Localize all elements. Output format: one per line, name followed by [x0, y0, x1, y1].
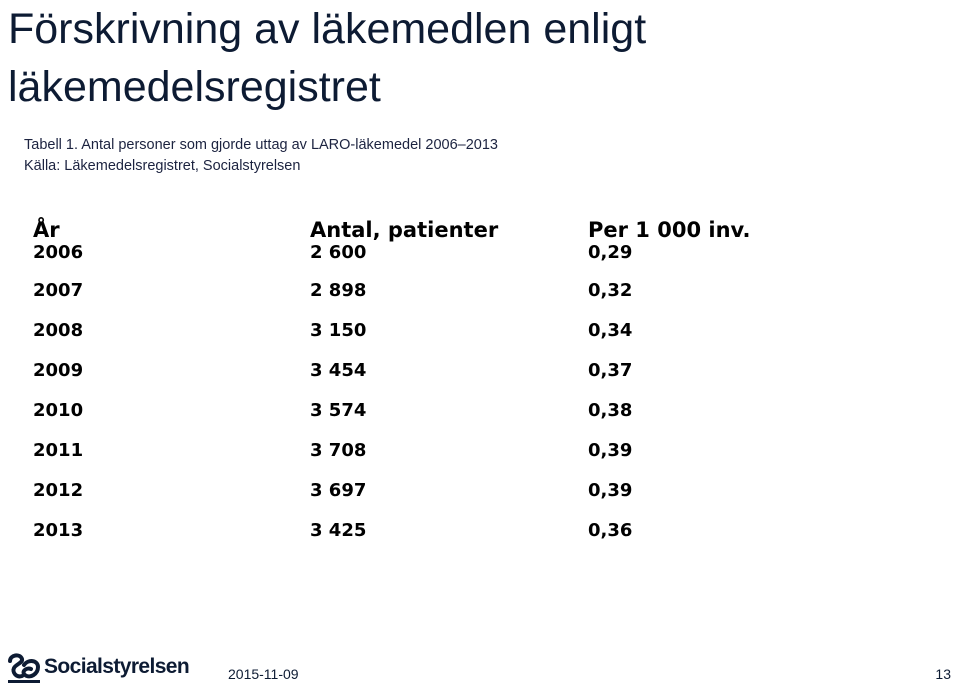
footer-date: 2015-11-09 — [228, 666, 299, 682]
socialstyrelsen-emblem-icon — [6, 651, 42, 683]
table-row: 2008 3 150 0,34 — [33, 318, 788, 358]
cell-patients: 2 898 — [310, 280, 367, 301]
cell-per-1000: 0,39 — [588, 440, 633, 461]
table-caption: Tabell 1. Antal personer som gjorde utta… — [24, 137, 498, 153]
logo-text: Socialstyrelsen — [44, 655, 190, 678]
column-header-year: År — [33, 218, 60, 242]
table-row: 2007 2 898 0,32 — [33, 278, 788, 318]
cell-year: 2007 — [33, 280, 84, 301]
cell-year: 2012 — [33, 480, 84, 501]
table-row: 2010 3 574 0,38 — [33, 398, 788, 438]
cell-per-1000: 0,36 — [588, 520, 633, 541]
cell-year: 2009 — [33, 360, 84, 381]
page-number: 13 — [935, 666, 951, 682]
cell-patients: 3 574 — [310, 400, 367, 421]
data-table: År Antal, patienter Per 1 000 inv. 2006 … — [33, 208, 788, 558]
table-row: 2011 3 708 0,39 — [33, 438, 788, 478]
cell-year: 2010 — [33, 400, 84, 421]
cell-patients: 3 454 — [310, 360, 367, 381]
cell-year: 2008 — [33, 320, 84, 341]
cell-year: 2006 — [33, 242, 84, 263]
cell-per-1000: 0,29 — [588, 242, 633, 263]
cell-patients: 3 150 — [310, 320, 367, 341]
cell-patients: 3 697 — [310, 480, 367, 501]
slide-title: Förskrivning av läkemedlen enligt läkeme… — [8, 5, 647, 111]
table-row: 2013 3 425 0,36 — [33, 518, 788, 558]
cell-per-1000: 0,38 — [588, 400, 633, 421]
column-header-per-1000: Per 1 000 inv. — [588, 218, 751, 242]
table-row: 2006 2 600 0,29 — [33, 242, 788, 278]
cell-patients: 3 425 — [310, 520, 367, 541]
cell-patients: 3 708 — [310, 440, 367, 461]
table-header-row: År Antal, patienter Per 1 000 inv. — [33, 208, 788, 242]
cell-per-1000: 0,32 — [588, 280, 633, 301]
table-row: 2009 3 454 0,37 — [33, 358, 788, 398]
cell-patients: 2 600 — [310, 242, 367, 263]
column-header-patients: Antal, patienter — [310, 218, 499, 242]
cell-year: 2013 — [33, 520, 84, 541]
table-row: 2012 3 697 0,39 — [33, 478, 788, 518]
cell-per-1000: 0,39 — [588, 480, 633, 501]
cell-per-1000: 0,34 — [588, 320, 633, 341]
socialstyrelsen-logo: Socialstyrelsen — [6, 650, 190, 684]
cell-year: 2011 — [33, 440, 84, 461]
cell-per-1000: 0,37 — [588, 360, 633, 381]
source-note: Källa: Läkemedelsregistret, Socialstyrel… — [24, 158, 301, 174]
